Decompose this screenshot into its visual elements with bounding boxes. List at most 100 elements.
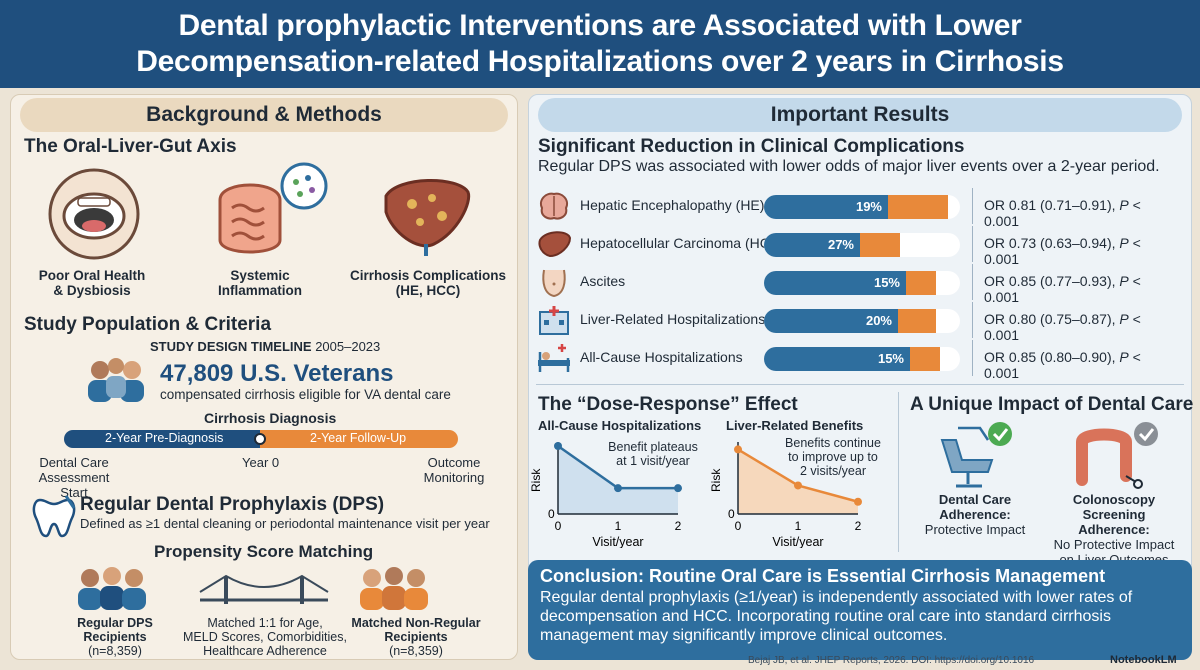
reduction-percent: 27% — [827, 237, 854, 252]
citation: Bejaj JB, et al. JHEP Reports, 2026. DOI… — [748, 655, 1035, 666]
dps-description: Defined as ≥1 dental cleaning or periodo… — [80, 516, 490, 531]
odds-ratio-text: OR 0.85 (0.77–0.93), P < 0.001 — [984, 273, 1141, 305]
timeline-mid-label: Year 0 — [242, 455, 280, 470]
title-line-2: Decompensation-related Hospitalizations … — [136, 45, 1064, 78]
important-results-title: Important Results — [538, 98, 1182, 132]
chart1-fill — [558, 446, 678, 514]
timeline-label: STUDY DESIGN TIMELINE 2005–2023 — [150, 339, 381, 354]
dps-recipients-icon — [78, 567, 146, 610]
chart1-point — [554, 442, 562, 450]
pre-diagnosis-label: 2-Year Pre-Diagnosis — [105, 431, 224, 445]
dental-care-adherence: Dental Care Adherence: Protective Impact — [924, 492, 1026, 537]
chart2-xtick: 2 — [855, 519, 862, 533]
chart1-xlabel: Visit/year — [592, 535, 643, 548]
timeline-end-label: Outcome Monitoring — [423, 455, 485, 485]
outcome-row-allcause-hosp: All-Cause Hospitalizations 15% OR 0.85 (… — [536, 340, 1176, 381]
check-icon — [988, 422, 1012, 446]
hospital-bed-icon — [538, 344, 570, 372]
results-vertical-divider — [898, 392, 899, 552]
chart1-point — [674, 484, 682, 493]
axis-item-oral: Poor Oral Health & Dysbiosis — [38, 268, 146, 298]
chart2-xtick: 1 — [795, 519, 802, 533]
dental-chair-icon — [940, 422, 1012, 488]
chart1-ytick: 0 — [548, 507, 555, 521]
conclusion-text: Regular dental prophylaxis (≥1/year) is … — [540, 589, 1133, 644]
liver-icon — [384, 178, 471, 256]
chart1-point — [614, 484, 622, 493]
chart2-area: Risk 0 0 1 2 Visit/year — [709, 442, 862, 548]
chart1-xtick: 0 — [555, 519, 562, 533]
chart2-point — [794, 481, 802, 490]
significant-reduction-heading: Significant Reduction in Clinical Compli… — [538, 136, 965, 157]
chart2-ylabel: Risk — [709, 468, 723, 492]
year-zero-marker — [254, 433, 266, 445]
chart2-ytick: 0 — [728, 507, 735, 521]
chart1-title: All-Cause Hospitalizations — [538, 418, 702, 433]
follow-up-bar — [260, 430, 458, 448]
outcome-row-hcc: Hepatocellular Carcinoma (HCC) 27% OR 0.… — [536, 226, 1176, 267]
veterans-description: compensated cirrhosis eligible for VA de… — [160, 387, 451, 402]
outcome-label: Ascites — [580, 273, 626, 289]
psm-heading: Propensity Score Matching — [154, 542, 374, 561]
outcome-label: Hepatic Encephalopathy (HE) — [580, 197, 765, 213]
dose-response-heading: The “Dose-Response” Effect — [538, 394, 798, 415]
conclusion-title: Conclusion: Routine Oral Care is Essenti… — [540, 566, 1106, 586]
matching-criteria: Matched 1:1 for Age, MELD Scores, Comorbi… — [183, 616, 347, 658]
colonoscopy-adherence: Colonoscopy Screening Adherence: No Protec… — [1053, 492, 1175, 567]
abdomen-icon — [542, 269, 566, 298]
odds-ratio-text: OR 0.73 (0.63–0.94), P < 0.001 — [984, 235, 1141, 267]
brand-logo: NotebookLM — [1110, 654, 1177, 666]
pre-diagnosis-bar — [64, 430, 260, 448]
oral-liver-gut-heading: The Oral-Liver-Gut Axis — [24, 136, 237, 157]
chart2-xlabel: Visit/year — [772, 535, 823, 548]
chart1-annotation: Benefit plateaus at 1 visit/year — [608, 440, 698, 468]
follow-up-label: 2-Year Follow-Up — [310, 431, 407, 445]
chart2-point — [854, 497, 862, 506]
non-regular-recipients-label: Matched Non-Regular Recipients (n=8,359) — [351, 616, 481, 658]
reduction-percent: 20% — [865, 313, 892, 328]
outcome-row-he: Hepatic Encephalopathy (HE) 19% OR 0.81 … — [536, 188, 1176, 229]
odds-ratio-text: OR 0.80 (0.75–0.87), P < 0.001 — [984, 311, 1141, 343]
chart2-xtick: 0 — [735, 519, 742, 533]
reduction-percent: 19% — [855, 199, 882, 214]
outcome-row-liver-hosp: Liver-Related Hospitalizations 20% OR 0.… — [536, 302, 1176, 343]
outcome-label: All-Cause Hospitalizations — [580, 349, 743, 365]
mouth-icon — [48, 168, 140, 260]
odds-ratio-text: OR 0.85 (0.80–0.90), P < 0.001 — [984, 349, 1141, 381]
odds-ratio-text: OR 0.81 (0.71–0.91), P < 0.001 — [984, 197, 1141, 229]
reduction-percent: 15% — [873, 275, 900, 290]
check-icon — [1134, 422, 1158, 446]
bridge-icon — [199, 574, 329, 604]
outcome-label: Liver-Related Hospitalizations — [580, 311, 766, 327]
unique-impact-heading: A Unique Impact of Dental Care — [910, 394, 1194, 415]
brain-icon — [540, 192, 568, 220]
veterans-count: 47,809 U.S. Veterans — [160, 360, 394, 387]
non-regular-recipients-icon — [360, 567, 428, 610]
cirrhosis-diagnosis-label: Cirrhosis Diagnosis — [204, 410, 337, 426]
dps-recipients-label: Regular DPS Recipients (n=8,359) — [77, 616, 153, 658]
header-banner: Dental prophylactic Interventions are As… — [0, 0, 1200, 88]
chart2-fill — [738, 449, 858, 514]
axis-item-complications: Cirrhosis Complications (HE, HCC) — [349, 268, 507, 298]
outcome-row-ascites: Ascites 15% OR 0.85 (0.77–0.93), P < 0.0… — [536, 264, 1176, 305]
title-line-1: Dental prophylactic Interventions are As… — [178, 9, 1022, 42]
hospital-icon — [539, 306, 569, 335]
intestine-icon — [218, 162, 328, 254]
chart1-xtick: 2 — [675, 519, 682, 533]
results-divider — [536, 384, 1184, 385]
axis-item-inflammation: Systemic Inflammation — [217, 268, 302, 298]
chart1-ylabel: Risk — [529, 468, 543, 492]
veterans-group-icon — [88, 358, 144, 402]
reduction-percent: 15% — [877, 351, 904, 366]
conclusion-box — [528, 560, 1192, 660]
outcome-label: Hepatocellular Carcinoma (HCC) — [580, 235, 785, 251]
background-methods-title: Background & Methods — [20, 98, 508, 132]
dps-title: Regular Dental Prophylaxis (DPS) — [80, 494, 385, 515]
chart1-xtick: 1 — [615, 519, 622, 533]
significant-reduction-desc: Regular DPS was associated with lower od… — [538, 158, 1160, 175]
chart2-point — [734, 445, 742, 454]
chart2-annotation: Benefits continue to improve up to 2 visit… — [785, 436, 881, 478]
tooth-icon — [32, 495, 76, 538]
chart2-title: Liver-Related Benefits — [726, 418, 864, 433]
liver-icon — [538, 231, 572, 258]
